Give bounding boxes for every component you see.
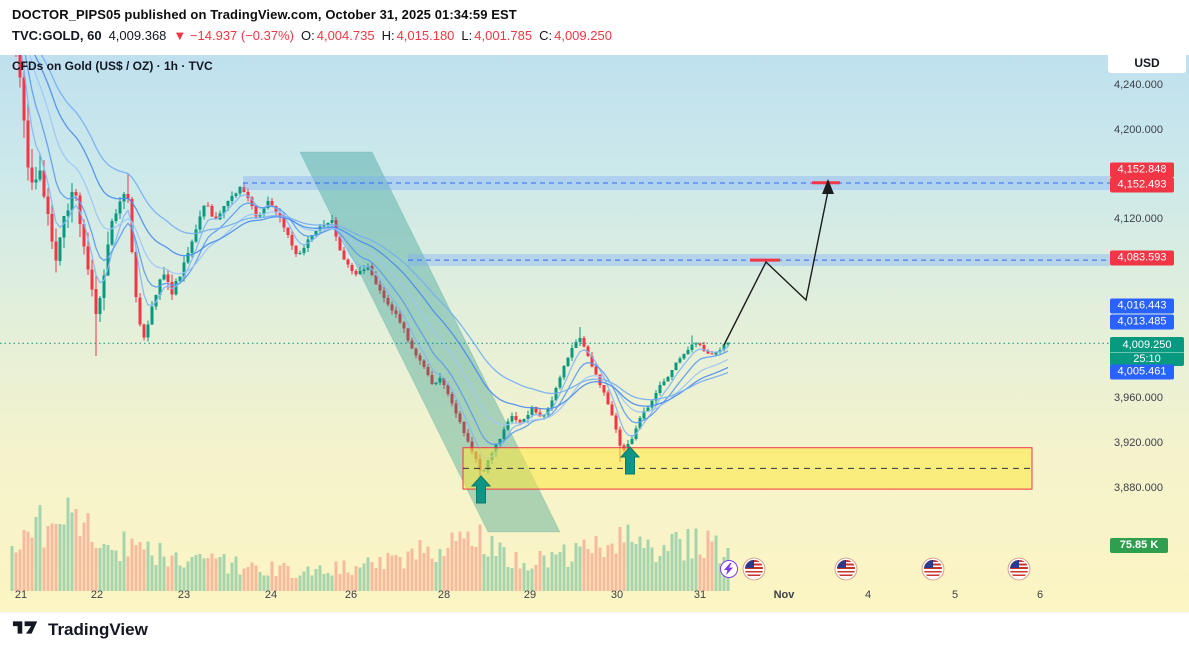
time-axis-label: 22 — [90, 589, 104, 601]
ohlc-high: H: 4,015.180 — [382, 28, 455, 43]
high-value: 4,015.180 — [396, 28, 455, 43]
price-change: ▼ −14.937 (−0.37%) — [173, 28, 294, 43]
us-flag-event-icon[interactable] — [1010, 560, 1028, 578]
low-label: L: — [461, 28, 473, 43]
price-level-badge: 4,013.485 — [1110, 314, 1174, 330]
chart-background — [0, 55, 1189, 612]
time-axis-label: 6 — [1036, 589, 1044, 601]
us-flag-event-icon[interactable] — [837, 560, 855, 578]
time-axis-label: 24 — [264, 589, 278, 601]
low-value: 4,001.785 — [474, 28, 533, 43]
ohlc-open: O: 4,004.735 — [301, 28, 375, 43]
price-axis-label: 4,120.000 — [1114, 213, 1163, 225]
time-axis-label: Nov — [773, 589, 795, 601]
price-axis-label: 3,960.000 — [1114, 392, 1163, 404]
close-value: 4,009.250 — [554, 28, 612, 43]
ma-ribbon-layer — [21, 55, 729, 460]
price-axis-label: 3,880.000 — [1114, 482, 1163, 494]
publisher-line: DOCTOR_PIPS05 published on TradingView.c… — [12, 7, 1177, 22]
volume-layer — [10, 497, 730, 591]
open-label: O: — [301, 28, 315, 43]
price-level-badge: 4,016.443 — [1110, 298, 1174, 314]
time-axis-label: 5 — [951, 589, 959, 601]
us-flag-event-icon[interactable] — [745, 560, 763, 578]
time-axis-label: 4 — [864, 589, 872, 601]
price-level-badge: 4,083.593 — [1110, 250, 1174, 266]
chart-canvas[interactable] — [0, 55, 1189, 612]
time-axis-label: 29 — [523, 589, 537, 601]
current-price-badge: 4,009.250 25:10 — [1110, 337, 1184, 366]
price-axis-label: 3,920.000 — [1114, 437, 1163, 449]
buy-signal-arrows[interactable] — [470, 446, 641, 504]
change-value: −14.937 (−0.37%) — [189, 28, 294, 43]
target-tick-marks[interactable] — [750, 181, 840, 262]
publish-header: DOCTOR_PIPS05 published on TradingView.c… — [0, 0, 1189, 55]
symbol-interval: TVC:GOLD, 60 — [12, 28, 102, 43]
currency-toggle-button[interactable]: USD — [1108, 52, 1186, 73]
price-level-badge: 4,005.461 — [1110, 364, 1174, 380]
price-level-badge: 4,152.848 — [1110, 162, 1174, 178]
price-level-badge: 4,152.493 — [1110, 177, 1174, 193]
open-value: 4,004.735 — [316, 28, 375, 43]
horizontal-level-lines[interactable] — [0, 176, 1110, 344]
time-axis-label: 31 — [693, 589, 707, 601]
time-axis-label: 26 — [344, 589, 358, 601]
economic-event-bolt-icon[interactable] — [720, 560, 738, 578]
time-axis-label: 28 — [437, 589, 451, 601]
chart-legend: CFDs on Gold (US$ / OZ) · 1h · TVC — [12, 59, 213, 73]
time-axis-label: 21 — [14, 589, 28, 601]
close-label: C: — [539, 28, 553, 43]
projection-arrow-drawing[interactable] — [723, 179, 834, 346]
time-axis-label: 30 — [610, 589, 624, 601]
price-axis-label: 4,240.000 — [1114, 79, 1163, 91]
tradingview-logo-icon[interactable] — [12, 618, 40, 642]
high-label: H: — [381, 28, 395, 43]
bar-countdown: 25:10 — [1110, 352, 1184, 366]
publish-info: published on TradingView.com, October 31… — [120, 7, 517, 22]
time-axis-label: 23 — [177, 589, 191, 601]
publisher-username: DOCTOR_PIPS05 — [12, 7, 121, 22]
current-price-value: 4,009.250 — [1122, 339, 1172, 351]
us-flag-event-icon[interactable] — [924, 560, 942, 578]
ohlc-low: L: 4,001.785 — [461, 28, 532, 43]
tradingview-footer: TradingView — [0, 612, 1189, 647]
volume-badge: 75.85 K — [1110, 538, 1168, 553]
symbol-ohlc-line: TVC:GOLD, 60 4,009.368 ▼ −14.937 (−0.37%… — [12, 28, 1177, 43]
down-triangle-icon: ▼ — [173, 28, 187, 43]
demand-zone-drawing[interactable] — [462, 447, 1033, 490]
last-price: 4,009.368 — [108, 28, 167, 43]
ohlc-close: C: 4,009.250 — [539, 28, 612, 43]
descending-channel-drawing[interactable] — [299, 151, 561, 533]
tradingview-wordmark[interactable]: TradingView — [48, 620, 148, 639]
price-axis-label: 4,200.000 — [1114, 124, 1163, 136]
